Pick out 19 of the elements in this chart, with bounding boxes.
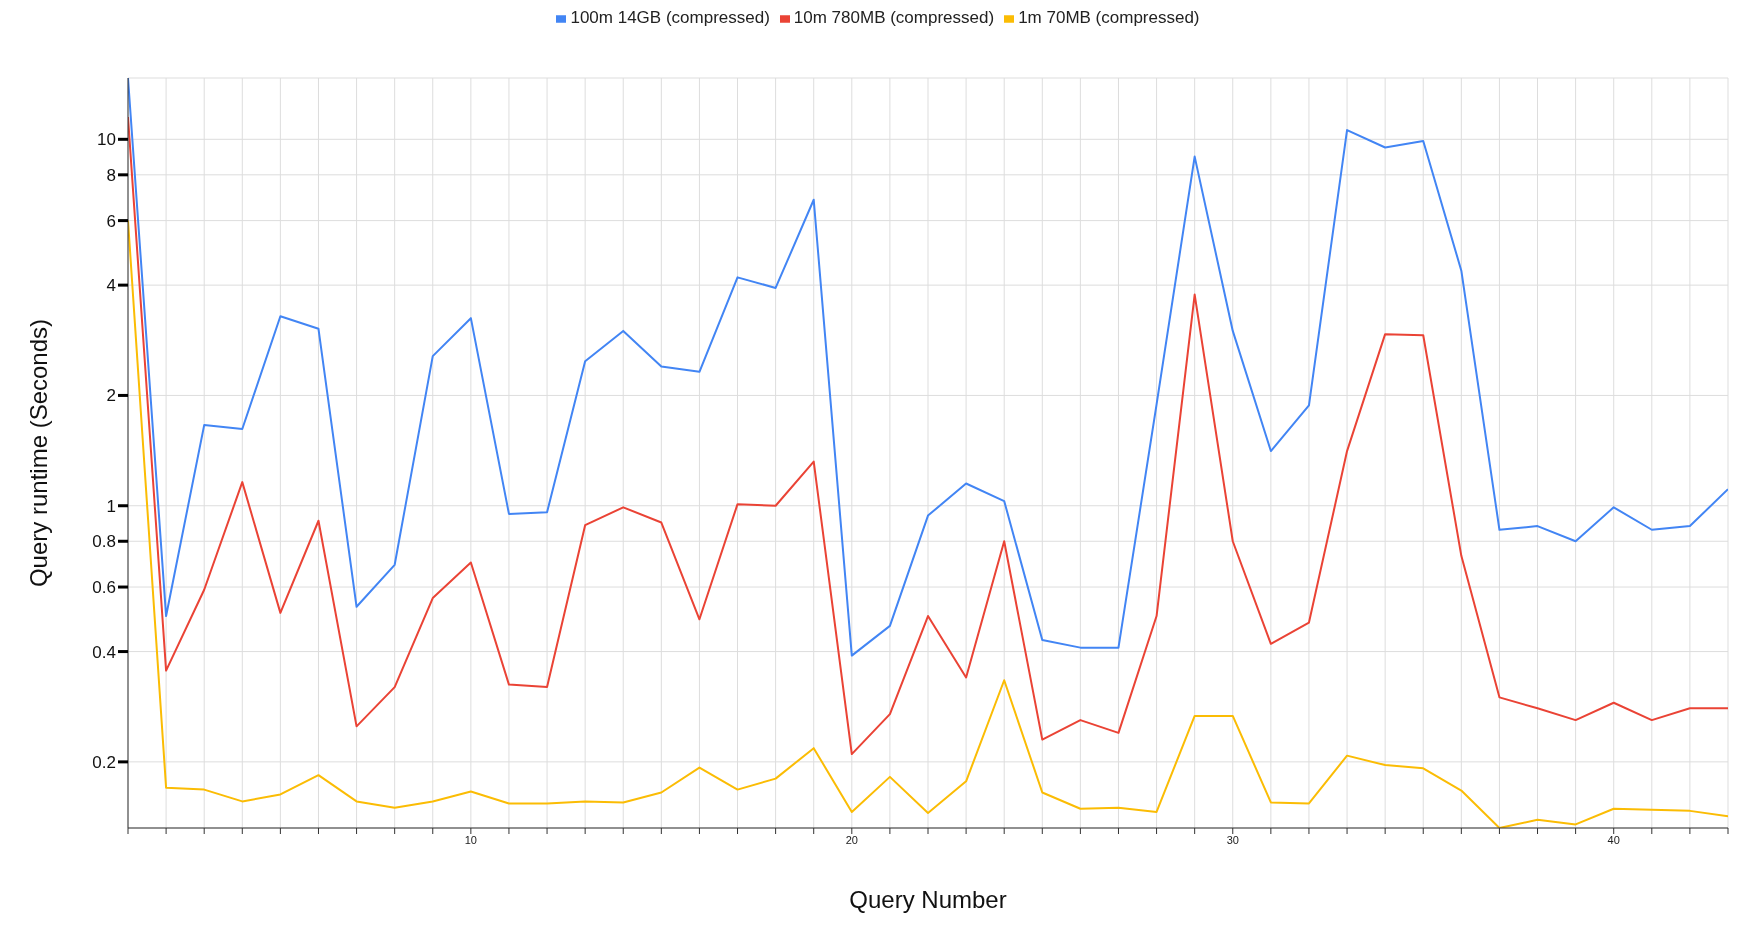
y-tick-label: 0.8 — [92, 532, 116, 552]
y-tick-label: 8 — [106, 165, 116, 185]
y-tick-label: 0.2 — [92, 752, 116, 772]
y-axis-title: Query runtime (Seconds) — [24, 318, 52, 588]
x-tick-label: 10 — [464, 833, 477, 846]
legend-label: 1m 70MB (compressed) — [1018, 8, 1200, 27]
x-tick-label: 30 — [1226, 833, 1239, 846]
legend-label: 10m 780MB (compressed) — [793, 8, 995, 27]
y-tick-label: 10 — [97, 130, 116, 150]
x-axis-title: Query Number — [849, 886, 1007, 913]
x-tick-label: 20 — [845, 833, 858, 846]
y-tick-label: 6 — [106, 211, 116, 231]
x-tick-label: 40 — [1607, 833, 1620, 846]
y-tick-label: 0.6 — [92, 578, 116, 598]
legend-label: 100m 14GB (compressed) — [570, 8, 770, 27]
y-tick-label: 2 — [106, 386, 116, 406]
y-tick-label: 4 — [106, 276, 116, 296]
y-tick-label: 1 — [106, 496, 116, 516]
y-tick-label: 0.4 — [92, 642, 116, 662]
